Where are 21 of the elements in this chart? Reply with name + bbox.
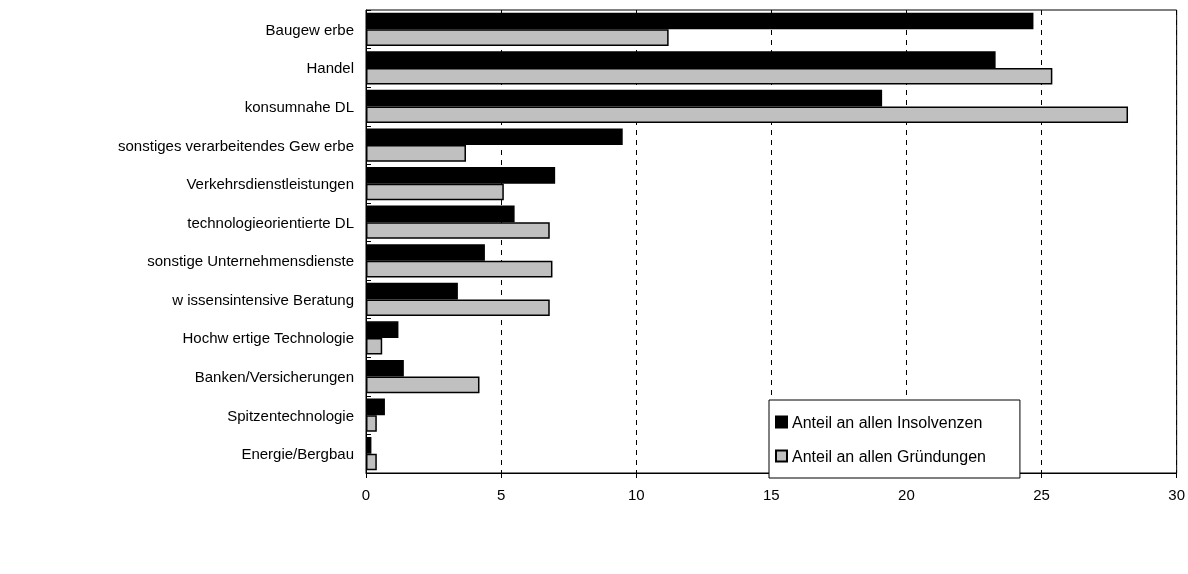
y-tick-label: Banken/Versicherungen — [194, 368, 354, 386]
y-tick-label: konsumnahe DL — [244, 97, 354, 115]
y-tick-label: w issensintensive Beratung — [171, 290, 354, 308]
y-tick-label: technologieorientierte DL — [187, 213, 354, 231]
x-tick-label: 20 — [898, 486, 915, 503]
x-tick-label: 5 — [496, 486, 506, 503]
x-tick-label: 25 — [1033, 486, 1050, 503]
y-tick-label: Handel — [306, 59, 354, 77]
x-tick-label: 0 — [361, 486, 371, 503]
y-tick-label: Baugew erbe — [265, 20, 354, 38]
legend-label: Anteil an allen Gründungen — [792, 447, 986, 465]
y-tick-label: Energie/Bergbau — [241, 445, 354, 463]
y-tick-label: Spitzentechnologie — [227, 406, 354, 424]
y-tick-label: sonstiges verarbeitendes Gew erbe — [118, 136, 354, 154]
y-tick-label: Verkehrsdienstleistungen — [186, 175, 354, 193]
y-tick-label: sonstige Unternehmensdienste — [147, 252, 354, 270]
x-tick-label: 30 — [1168, 486, 1185, 503]
legend-label: Anteil an allen Insolvenzen — [792, 413, 983, 431]
x-tick-label: 10 — [627, 486, 645, 503]
x-tick-label: 15 — [762, 486, 780, 503]
y-tick-label: Hochw ertige Technologie — [182, 329, 354, 347]
